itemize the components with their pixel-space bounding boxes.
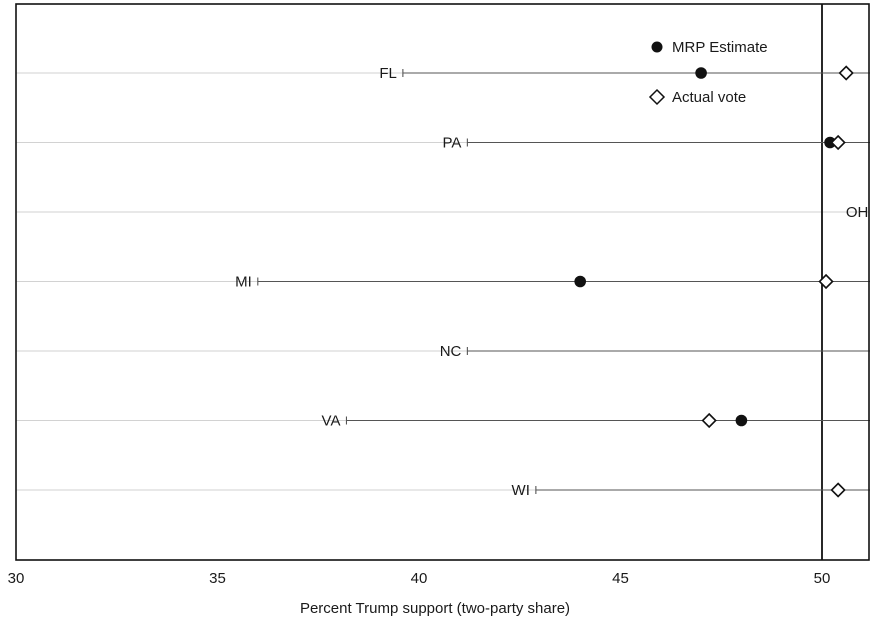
x-tick-label-50: 50 bbox=[814, 570, 831, 587]
state-label-va: VA bbox=[322, 413, 341, 430]
mrp-point-mi bbox=[574, 275, 586, 288]
legend-mrp-marker bbox=[651, 41, 663, 53]
mrp-point-fl bbox=[695, 67, 707, 79]
legend-actual-label: Actual vote bbox=[672, 89, 746, 106]
actual-point-mi bbox=[818, 273, 834, 290]
actual-point-fl bbox=[838, 65, 854, 81]
actual-point-wi bbox=[830, 482, 846, 498]
x-tick-label-35: 35 bbox=[209, 570, 226, 587]
legend-actual-marker bbox=[648, 88, 666, 106]
x-axis-ticks: 303540455055606570 bbox=[8, 570, 831, 587]
plot-frame bbox=[15, 3, 870, 561]
state-labels: FL PA OH MI NC VA WI bbox=[235, 65, 868, 499]
mrp-point-pa bbox=[824, 136, 836, 149]
state-label-wi: WI bbox=[512, 482, 530, 499]
x-axis-title: Percent Trump support (two-party share) bbox=[300, 600, 570, 617]
confidence-intervals bbox=[257, 69, 870, 494]
state-label-fl: FL bbox=[379, 65, 397, 82]
actual-point-pa bbox=[830, 134, 846, 151]
state-label-nc: NC bbox=[440, 343, 462, 360]
markers bbox=[574, 65, 854, 498]
state-label-mi: MI bbox=[235, 274, 252, 291]
x-tick-label-40: 40 bbox=[411, 570, 428, 587]
x-tick-label-45: 45 bbox=[612, 570, 629, 587]
legend-mrp-label: MRP Estimate bbox=[672, 39, 768, 56]
state-label-pa: PA bbox=[442, 135, 461, 152]
x-tick-label-30: 30 bbox=[8, 570, 25, 587]
legend: MRP Estimate Actual vote bbox=[648, 39, 768, 106]
mrp-point-va bbox=[735, 414, 748, 427]
actual-point-va bbox=[701, 412, 717, 429]
state-label-oh: OH bbox=[846, 204, 869, 221]
